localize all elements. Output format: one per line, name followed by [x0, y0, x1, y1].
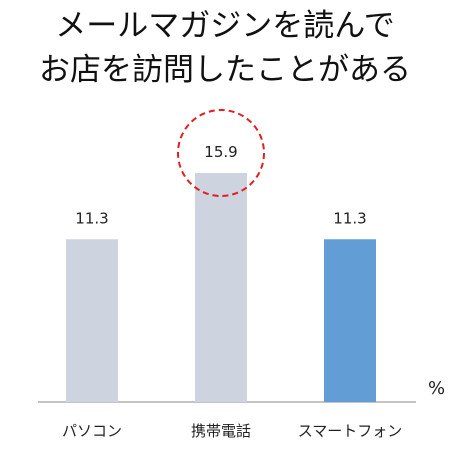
- bar-value-label-2: 15.9: [204, 143, 237, 161]
- category-label-2: 携帯電話: [191, 422, 251, 440]
- chart-title-line-1: メールマガジンを読んで: [55, 8, 395, 44]
- unit-label: %: [428, 378, 445, 399]
- highlight-circle: [177, 109, 265, 198]
- bar-1: [66, 239, 118, 402]
- chart-title-line-2: お店を訪問したことがある: [39, 52, 411, 88]
- bar-value-label-1: 11.3: [75, 209, 108, 227]
- bar-3: [324, 239, 376, 402]
- bar-value-label-3: 11.3: [333, 209, 366, 227]
- category-label-3: スマートフォン: [298, 422, 403, 440]
- category-label-1: パソコン: [62, 422, 122, 440]
- bar-2: [195, 173, 247, 402]
